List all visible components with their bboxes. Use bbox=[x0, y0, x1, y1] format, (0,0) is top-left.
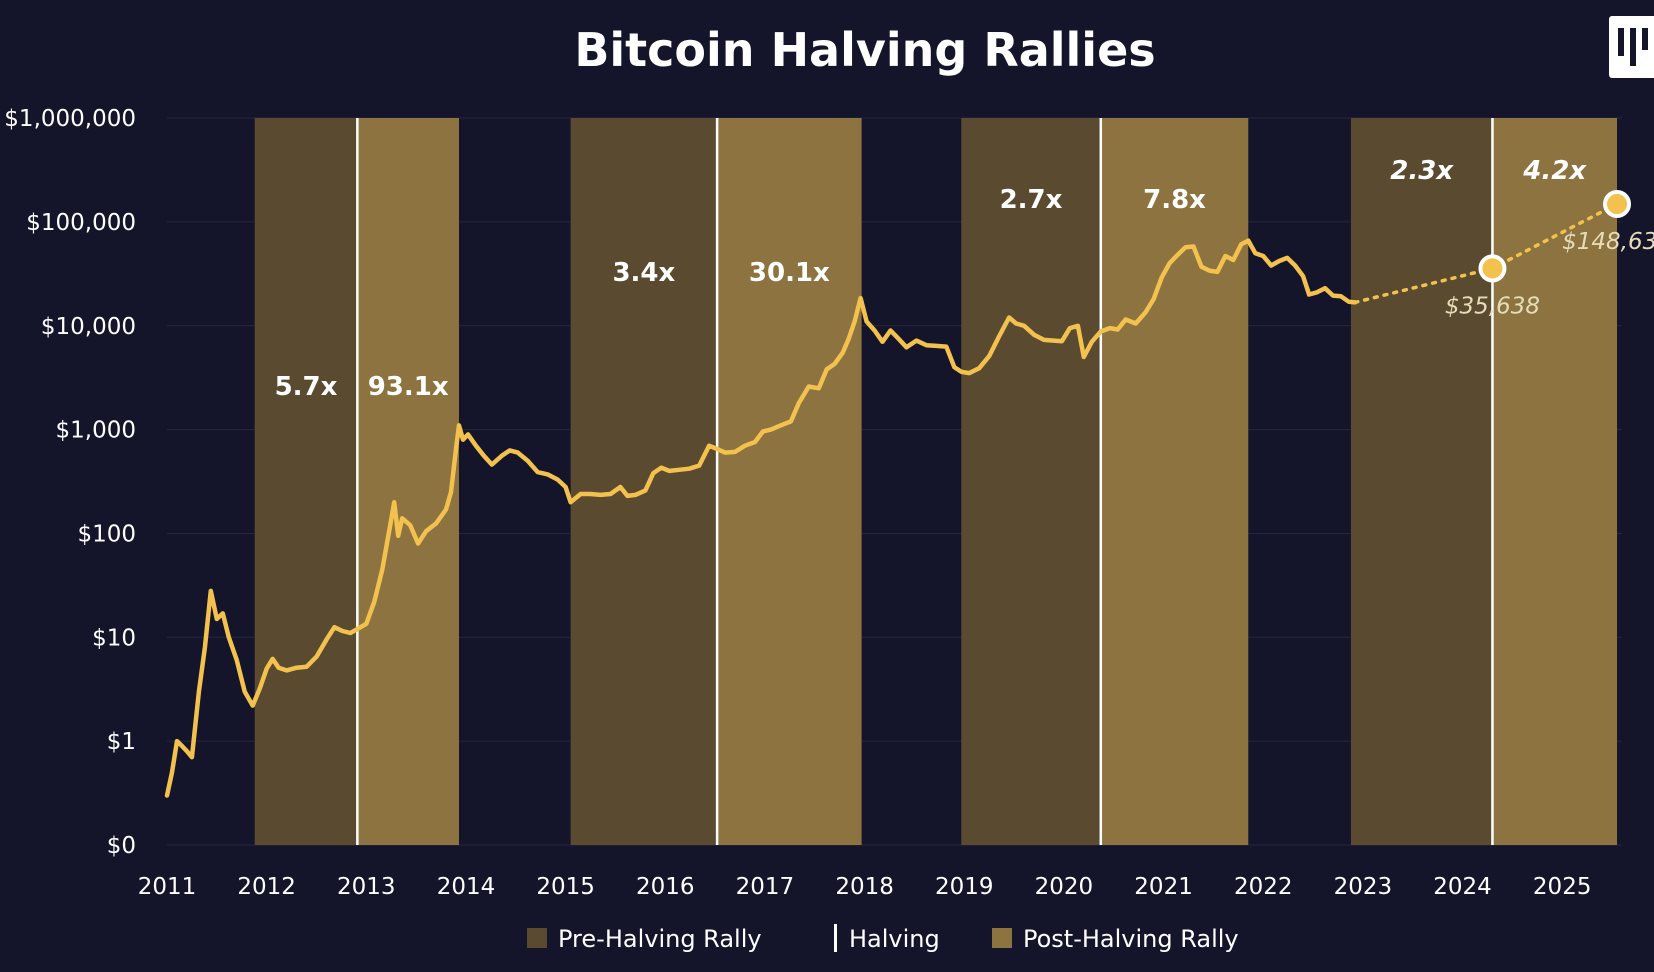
rally-multiplier-label: 3.4x bbox=[612, 258, 675, 288]
chart-title: Bitcoin Halving Rallies bbox=[574, 23, 1155, 77]
halving-lines bbox=[356, 118, 1494, 845]
y-tick-label: $1,000 bbox=[56, 418, 136, 444]
legend-label-pre-halving: Pre-Halving Rally bbox=[558, 925, 762, 953]
projection-point bbox=[1478, 254, 1507, 283]
x-tick-label: 2011 bbox=[138, 874, 197, 900]
post-halving-band bbox=[1100, 118, 1249, 845]
projection-point bbox=[1603, 190, 1632, 219]
y-tick-label: $1,000,000 bbox=[4, 106, 136, 132]
price-series bbox=[164, 238, 1358, 798]
rally-multiplier-label: 2.3x bbox=[1390, 156, 1454, 186]
rally-bands bbox=[254, 118, 1618, 845]
y-tick-label: $10 bbox=[92, 625, 136, 651]
post-halving-band bbox=[357, 118, 459, 845]
y-tick-label: $0 bbox=[107, 833, 136, 859]
x-tick-label: 2018 bbox=[835, 874, 894, 900]
legend: Pre-Halving Rally Halving Post-Halving R… bbox=[527, 924, 1239, 953]
x-tick-label: 2015 bbox=[536, 874, 595, 900]
rally-multiplier-label: 30.1x bbox=[749, 258, 830, 288]
x-tick-label: 2022 bbox=[1234, 874, 1293, 900]
x-axis-ticks: 2011 2012 2013 2014 2015 2016 2017 2018 2019 2020… bbox=[138, 874, 1592, 900]
rally-multiplier-label: 4.2x bbox=[1522, 156, 1587, 186]
logo-bar-3 bbox=[1642, 28, 1648, 50]
projection-value-label: $148,630 bbox=[1562, 229, 1654, 255]
pre-halving-band bbox=[961, 118, 1101, 845]
y-axis-ticks: $0 $1 $10 $100 $1,000 $10,000 $100,000 $1,000,0… bbox=[4, 106, 136, 859]
x-tick-label: 2021 bbox=[1134, 874, 1193, 900]
pre-halving-band bbox=[570, 118, 718, 845]
logo-bar-2 bbox=[1630, 28, 1636, 66]
rally-multipliers: 5.7x 93.1x 3.4x 30.1x 2.7x 7.8x 2.3x 4.2x bbox=[275, 156, 1588, 402]
x-tick-label: 2019 bbox=[935, 874, 994, 900]
x-tick-label: 2025 bbox=[1533, 874, 1592, 900]
x-tick-label: 2013 bbox=[337, 874, 396, 900]
legend-swatch-post-halving bbox=[992, 928, 1012, 948]
x-tick-label: 2017 bbox=[736, 874, 795, 900]
projection-series: $35,638 $148,630 bbox=[1353, 190, 1654, 319]
legend-swatch-pre-halving bbox=[527, 928, 547, 948]
projection-value-label: $35,638 bbox=[1445, 293, 1540, 319]
x-tick-label: 2012 bbox=[237, 874, 296, 900]
x-tick-label: 2020 bbox=[1035, 874, 1094, 900]
post-halving-band bbox=[717, 118, 862, 845]
x-tick-label: 2023 bbox=[1334, 874, 1393, 900]
legend-label-post-halving: Post-Halving Rally bbox=[1023, 925, 1239, 953]
pre-halving-band bbox=[254, 118, 358, 845]
post-halving-band bbox=[1492, 118, 1618, 845]
pre-halving-band bbox=[1350, 118, 1493, 845]
x-tick-label: 2024 bbox=[1433, 874, 1492, 900]
legend-label-halving: Halving bbox=[849, 925, 940, 953]
rally-multiplier-label: 5.7x bbox=[275, 372, 338, 402]
y-tick-label: $1 bbox=[107, 729, 136, 755]
bars-logo-icon bbox=[1609, 16, 1654, 78]
rally-multiplier-label: 2.7x bbox=[1000, 185, 1063, 215]
x-tick-label: 2016 bbox=[636, 874, 695, 900]
rally-multiplier-label: 7.8x bbox=[1143, 185, 1206, 215]
legend-swatch-halving bbox=[834, 924, 837, 952]
logo-bar-1 bbox=[1618, 28, 1624, 56]
y-tick-label: $10,000 bbox=[41, 314, 136, 340]
y-tick-label: $100,000 bbox=[26, 210, 136, 236]
y-tick-label: $100 bbox=[77, 521, 136, 547]
price-line bbox=[164, 238, 1358, 798]
x-tick-label: 2014 bbox=[437, 874, 496, 900]
rally-multiplier-label: 93.1x bbox=[368, 372, 449, 402]
